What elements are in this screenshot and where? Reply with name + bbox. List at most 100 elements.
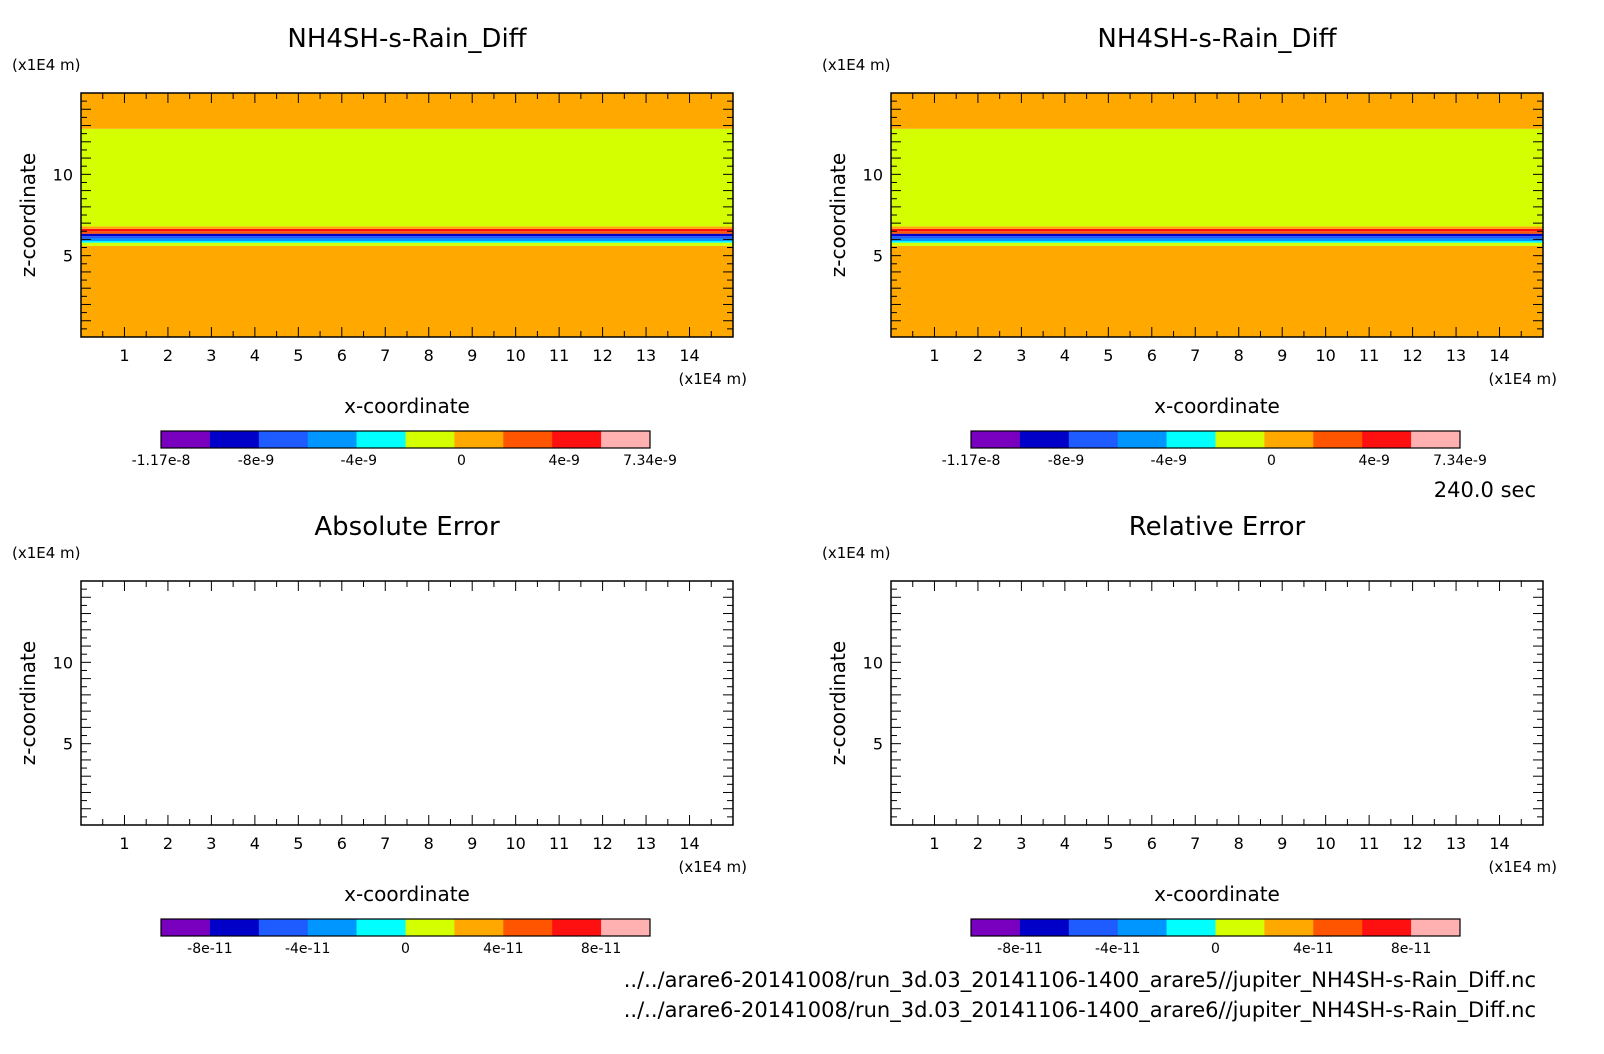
field-layer: [81, 241, 733, 243]
colorbar-tick-label: -1.17e-8: [942, 453, 1001, 469]
colorbar-swatch: [1362, 431, 1412, 448]
x-tick-label: 12: [592, 346, 612, 365]
x-tick-label: 11: [549, 346, 569, 365]
field-layer: [891, 228, 1543, 232]
colorbar-swatch: [1411, 919, 1461, 936]
colorbar-swatch: [1117, 919, 1167, 936]
y-tick-label: 5: [63, 735, 73, 754]
x-tick-label: 4: [250, 346, 260, 365]
footer-file-path-1: ../../arare6-20141008/run_3d.03_20141106…: [624, 968, 1536, 993]
colorbar-tick-label: 4e-11: [1293, 941, 1333, 957]
x-tick-label: 6: [1147, 834, 1157, 853]
colorbar-swatch: [971, 431, 1021, 448]
colorbar-swatch: [503, 919, 553, 936]
x-tick-label: 10: [1315, 346, 1335, 365]
colorbar-swatch: [161, 919, 211, 936]
field-layer: [81, 231, 733, 234]
colorbar-tick-label: 4e-11: [483, 941, 523, 957]
x-axis-label: x-coordinate: [344, 394, 470, 418]
colorbar-swatch: [1362, 919, 1412, 936]
x-axis-label: x-coordinate: [1154, 882, 1280, 906]
colorbar-tick-label: -8e-9: [238, 453, 275, 469]
x-tick-label: 13: [1446, 346, 1466, 365]
y-tick-label: 5: [873, 735, 883, 754]
colorbar-tick-label: -1.17e-8: [132, 453, 191, 469]
colorbar-tick-label: 7.34e-9: [1433, 453, 1487, 469]
x-tick-label: 1: [929, 346, 939, 365]
x-tick-label: 13: [1446, 834, 1466, 853]
colorbar-swatch: [454, 431, 504, 448]
x-tick-label: 1: [119, 346, 129, 365]
x-tick-label: 4: [1060, 834, 1070, 853]
field-layer: [81, 236, 733, 239]
x-tick-label: 1: [119, 834, 129, 853]
colorbar-swatch: [209, 919, 260, 936]
colorbar-tick-label: 4e-9: [1358, 453, 1389, 469]
x-tick-label: 11: [1359, 346, 1379, 365]
colorbar-swatch: [1019, 919, 1070, 936]
colorbar-swatch: [258, 431, 308, 448]
colorbar-swatch: [601, 431, 651, 448]
colorbar-swatch: [258, 919, 308, 936]
colorbar-tick-label: 8e-11: [581, 941, 621, 957]
field-layer: [81, 228, 733, 232]
x-tick-label: 11: [1359, 834, 1379, 853]
colorbar-swatch: [307, 431, 357, 448]
field-layer: [891, 242, 1543, 246]
colorbar-swatch: [1264, 431, 1314, 448]
x-axis-unit: (x1E4 m): [1488, 858, 1557, 876]
chart-panel-top-left: NH4SH-s-Rain_Diff(x1E4 m)1 2 3 4 5 6 7 8 9 10 11 12…: [12, 24, 747, 469]
y-axis-unit: (x1E4 m): [822, 56, 891, 74]
colorbar-tick-label: 0: [1211, 941, 1220, 957]
colorbar-tick-label: 7.34e-9: [623, 453, 677, 469]
field-layer: [81, 245, 733, 337]
y-axis-unit: (x1E4 m): [822, 544, 891, 562]
colorbar-swatch: [1215, 431, 1265, 448]
colorbar-swatch: [209, 431, 260, 448]
colorbar-swatch: [405, 431, 455, 448]
field-layer: [891, 128, 1543, 227]
field-layer: [891, 238, 1543, 242]
x-tick-label: 12: [1402, 834, 1422, 853]
x-tick-label: 5: [293, 346, 303, 365]
x-tick-label: 10: [1315, 834, 1335, 853]
x-tick-label: 8: [1234, 834, 1244, 853]
x-tick-label: 3: [1016, 346, 1026, 365]
x-tick-label: 8: [424, 834, 434, 853]
y-tick-label: 10: [53, 165, 73, 184]
field-layer: [891, 231, 1543, 234]
colorbar-swatch: [307, 919, 357, 936]
colorbar-swatch: [1313, 431, 1363, 448]
x-tick-label: 13: [636, 346, 656, 365]
x-axis-label: x-coordinate: [344, 882, 470, 906]
colorbar-swatch: [552, 431, 602, 448]
colorbar-tick-label: 8e-11: [1391, 941, 1431, 957]
colorbar-swatch: [1166, 919, 1216, 936]
colorbar-tick-label: -8e-9: [1048, 453, 1085, 469]
x-tick-label: 7: [380, 346, 390, 365]
x-tick-label: 7: [380, 834, 390, 853]
x-tick-label: 4: [1060, 346, 1070, 365]
x-tick-label: 5: [1103, 346, 1113, 365]
x-tick-label: 7: [1190, 346, 1200, 365]
x-tick-label: 2: [163, 834, 173, 853]
colorbar-swatch: [405, 919, 455, 936]
x-tick-label: 14: [1489, 346, 1509, 365]
colorbar-swatch: [1166, 431, 1216, 448]
y-axis-label: z-coordinate: [16, 641, 40, 765]
chart-panel-top-right: NH4SH-s-Rain_Diff(x1E4 m)1 2 3 4 5 6 7 8 9 10 11 12…: [822, 24, 1557, 469]
y-axis-unit: (x1E4 m): [12, 56, 81, 74]
x-tick-label: 3: [1016, 834, 1026, 853]
x-axis-unit: (x1E4 m): [678, 370, 747, 388]
footer-file-path-2: ../../arare6-20141008/run_3d.03_20141106…: [624, 998, 1536, 1023]
chart-title: Relative Error: [1129, 512, 1306, 542]
field-layer: [81, 233, 733, 237]
time-label: 240.0 sec: [1434, 478, 1536, 502]
colorbar-swatch: [1117, 431, 1167, 448]
colorbar-swatch: [552, 919, 602, 936]
field-layer: [891, 241, 1543, 243]
colorbar-tick-label: 0: [401, 941, 410, 957]
x-tick-label: 3: [206, 834, 216, 853]
x-tick-label: 14: [679, 346, 699, 365]
colorbar-tick-label: -8e-11: [997, 941, 1042, 957]
